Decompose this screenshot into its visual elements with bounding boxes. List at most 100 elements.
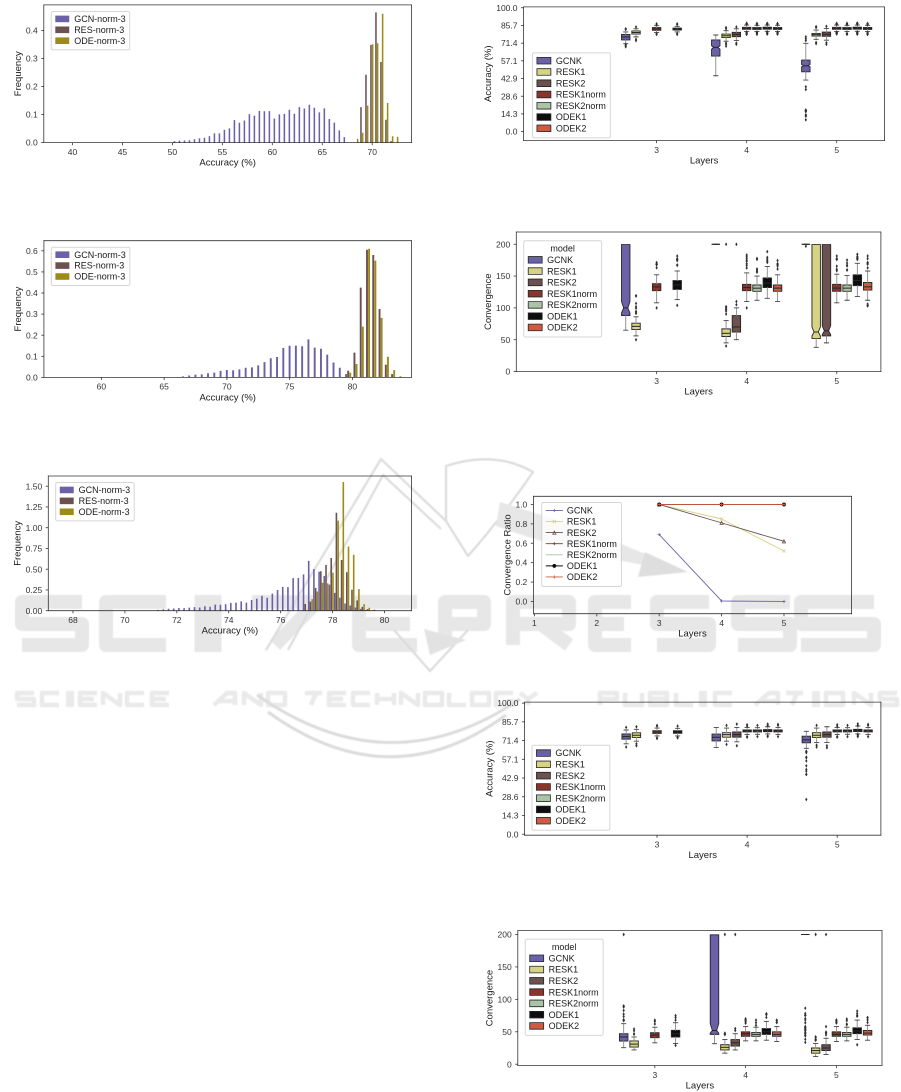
svg-text:1.00: 1.00 [26, 523, 43, 533]
svg-text:57.1: 57.1 [501, 56, 518, 66]
svg-text:4: 4 [743, 1070, 748, 1080]
svg-text:14.3: 14.3 [502, 811, 519, 821]
svg-text:0.50: 0.50 [26, 564, 43, 574]
svg-text:14.3: 14.3 [501, 109, 518, 119]
svg-text:RESK1norm: RESK1norm [567, 539, 617, 549]
svg-text:RESK1norm: RESK1norm [556, 90, 606, 100]
svg-text:RESK2: RESK2 [556, 78, 586, 88]
svg-text:ODEK2: ODEK2 [555, 816, 586, 826]
svg-text:ODE-norm-3: ODE-norm-3 [74, 36, 125, 46]
svg-text:Layers: Layers [678, 629, 707, 640]
svg-text:0.6: 0.6 [515, 538, 527, 548]
svg-text:40: 40 [68, 147, 78, 157]
svg-text:RESK1: RESK1 [556, 67, 586, 77]
svg-text:Layers: Layers [686, 1080, 715, 1091]
svg-text:3: 3 [657, 618, 662, 628]
svg-text:0.00: 0.00 [26, 606, 43, 616]
svg-text:70: 70 [120, 615, 130, 625]
svg-text:RES-norm-3: RES-norm-3 [74, 261, 124, 271]
svg-text:0.0: 0.0 [515, 597, 527, 607]
svg-text:0.3: 0.3 [26, 309, 38, 319]
svg-text:RESK2norm: RESK2norm [549, 999, 599, 1009]
svg-text:4: 4 [719, 618, 724, 628]
svg-text:GCN-norm-3: GCN-norm-3 [74, 14, 126, 24]
svg-text:GCNK: GCNK [547, 255, 573, 265]
svg-text:ODEK2: ODEK2 [547, 323, 578, 333]
svg-text:50: 50 [502, 1027, 512, 1037]
svg-text:5: 5 [835, 839, 840, 849]
svg-text:150: 150 [496, 271, 510, 281]
svg-text:5: 5 [782, 618, 787, 628]
svg-text:Convergence: Convergence [485, 970, 496, 1027]
svg-text:Frequency: Frequency [13, 286, 24, 331]
svg-text:RESK2: RESK2 [547, 278, 577, 288]
svg-text:4: 4 [744, 376, 749, 386]
svg-text:0.25: 0.25 [26, 585, 43, 595]
svg-text:RESK1norm: RESK1norm [547, 289, 597, 299]
svg-text:1.50: 1.50 [26, 481, 43, 491]
svg-text:80: 80 [380, 615, 390, 625]
svg-text:ODEK2: ODEK2 [556, 123, 587, 133]
svg-text:200: 200 [498, 930, 512, 940]
svg-text:55: 55 [218, 147, 228, 157]
svg-text:ODE-norm-3: ODE-norm-3 [79, 507, 130, 517]
svg-text:RESK2norm: RESK2norm [555, 793, 605, 803]
svg-text:74: 74 [224, 615, 234, 625]
svg-text:45: 45 [118, 147, 128, 157]
svg-text:28.6: 28.6 [501, 91, 518, 101]
svg-text:0.6: 0.6 [26, 246, 38, 256]
svg-text:100.0: 100.0 [497, 698, 519, 708]
svg-text:RESK1: RESK1 [547, 266, 577, 276]
svg-text:0.2: 0.2 [26, 330, 38, 340]
svg-text:0: 0 [505, 367, 510, 377]
svg-text:75: 75 [285, 382, 295, 392]
svg-text:ODE-norm-3: ODE-norm-3 [74, 272, 125, 282]
svg-text:76: 76 [276, 615, 286, 625]
svg-text:ODEK2: ODEK2 [567, 572, 598, 582]
svg-text:0.4: 0.4 [26, 288, 38, 298]
svg-text:RESK2norm: RESK2norm [547, 300, 597, 310]
svg-text:78: 78 [328, 615, 338, 625]
svg-text:0.2: 0.2 [26, 82, 38, 92]
svg-text:0.4: 0.4 [26, 26, 38, 36]
svg-text:1: 1 [532, 618, 537, 628]
svg-text:4: 4 [745, 839, 750, 849]
svg-text:5: 5 [834, 1070, 839, 1080]
svg-text:3: 3 [652, 1070, 657, 1080]
svg-text:Layers: Layers [690, 155, 719, 166]
svg-text:4: 4 [744, 145, 749, 155]
svg-text:71.4: 71.4 [501, 38, 518, 48]
svg-text:GCN-norm-3: GCN-norm-3 [74, 250, 126, 260]
svg-text:71.4: 71.4 [502, 736, 519, 746]
svg-text:42.9: 42.9 [501, 74, 518, 84]
svg-text:RESK1: RESK1 [549, 965, 579, 975]
svg-text:RESK1: RESK1 [555, 759, 585, 769]
svg-text:5: 5 [834, 376, 839, 386]
svg-text:0.0: 0.0 [26, 372, 38, 382]
svg-text:28.6: 28.6 [502, 792, 519, 802]
svg-text:3: 3 [654, 145, 659, 155]
svg-text:68: 68 [68, 615, 78, 625]
svg-text:80: 80 [348, 382, 358, 392]
svg-text:0.8: 0.8 [515, 519, 527, 529]
svg-text:100: 100 [498, 994, 512, 1004]
svg-text:100.0: 100.0 [496, 3, 518, 13]
svg-text:RES-norm-3: RES-norm-3 [74, 25, 124, 35]
svg-text:0.1: 0.1 [26, 351, 38, 361]
svg-text:Layers: Layers [684, 386, 713, 397]
svg-text:ODEK1: ODEK1 [547, 311, 578, 321]
svg-text:0.0: 0.0 [26, 138, 38, 148]
svg-text:65: 65 [159, 382, 169, 392]
svg-text:ODEK1: ODEK1 [555, 805, 586, 815]
svg-text:Accuracy (%): Accuracy (%) [199, 392, 255, 403]
svg-text:ODEK1: ODEK1 [556, 112, 587, 122]
svg-text:RESK2norm: RESK2norm [556, 101, 606, 111]
svg-text:42.9: 42.9 [502, 773, 519, 783]
svg-text:65: 65 [318, 147, 328, 157]
svg-text:RESK1norm: RESK1norm [549, 987, 599, 997]
svg-text:0.3: 0.3 [26, 54, 38, 64]
svg-text:ODEK1: ODEK1 [549, 1010, 580, 1020]
svg-text:60: 60 [97, 382, 107, 392]
svg-text:RESK2: RESK2 [567, 528, 597, 538]
svg-text:1.0: 1.0 [515, 500, 527, 510]
